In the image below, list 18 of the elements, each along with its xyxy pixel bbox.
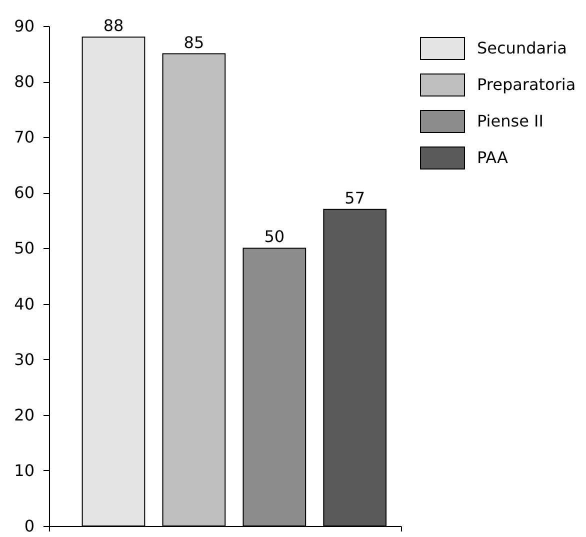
legend-label: PAA xyxy=(477,148,508,167)
y-tick-label: 60 xyxy=(14,183,34,202)
y-tick-label: 90 xyxy=(14,16,34,36)
y-tick-label: 80 xyxy=(14,72,34,92)
y-tick-label: 0 xyxy=(24,516,34,536)
data-label: 88 xyxy=(103,16,124,36)
y-tick-label: 30 xyxy=(14,350,34,369)
y-tick-label: 50 xyxy=(14,238,34,258)
y-tick-label: 10 xyxy=(14,460,34,480)
data-label: 85 xyxy=(184,32,204,52)
y-tick-label: 70 xyxy=(14,128,34,147)
y-tick-label: 40 xyxy=(14,294,34,314)
y-tick-label: 20 xyxy=(14,405,34,424)
legend-label: Preparatoria xyxy=(477,75,576,94)
legend-label: Piense II xyxy=(477,112,544,130)
data-label: 57 xyxy=(344,188,366,208)
legend-label: Secundaria xyxy=(477,38,567,58)
data-label: 50 xyxy=(264,227,285,246)
